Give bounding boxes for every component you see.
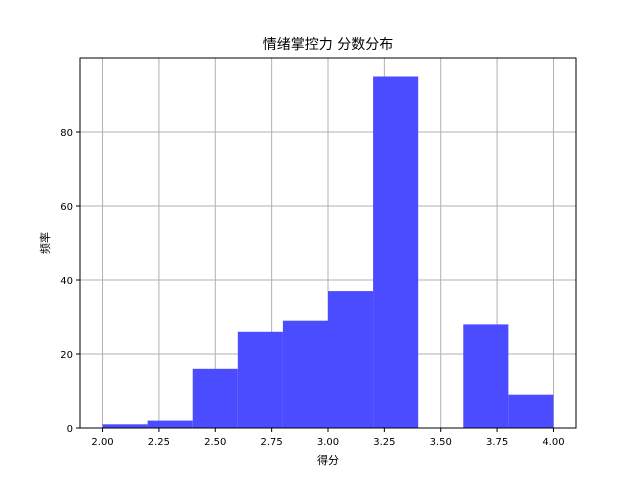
x-axis-ticks: 2.00 2.25 2.50 2.75 3.00 3.25 3.50 3.75 4.00: [91, 428, 565, 448]
histogram-bar: [373, 76, 419, 428]
x-tick-label: 2.25: [148, 437, 170, 448]
x-tick-label: 2.75: [261, 437, 283, 448]
y-axis-ticks: 0 20 40 60 80: [60, 128, 80, 435]
histogram-bar: [102, 424, 148, 428]
y-axis-label: 频率: [38, 232, 52, 254]
histogram-bar: [282, 320, 328, 428]
bars: [102, 76, 554, 428]
x-tick-label: 2.00: [91, 437, 113, 448]
histogram-bar: [508, 394, 554, 428]
y-tick-label: 20: [60, 350, 73, 361]
y-tick-label: 60: [60, 202, 73, 213]
x-tick-label: 3.75: [486, 437, 508, 448]
y-tick-label: 40: [60, 276, 73, 287]
x-tick-label: 2.50: [204, 437, 226, 448]
histogram-bar: [147, 420, 193, 428]
histogram-bar: [237, 331, 283, 428]
histogram-bar: [192, 368, 238, 428]
x-tick-label: 4.00: [542, 437, 564, 448]
x-axis-label: 得分: [317, 454, 339, 467]
x-tick-label: 3.00: [317, 437, 339, 448]
x-tick-label: 3.25: [373, 437, 395, 448]
chart-title: 情绪掌控力 分数分布: [263, 37, 393, 53]
y-tick-label: 80: [60, 128, 73, 139]
histogram-bar: [328, 291, 374, 428]
histogram-bar: [463, 324, 509, 428]
x-tick-label: 3.50: [430, 437, 452, 448]
y-tick-label: 0: [67, 424, 73, 435]
